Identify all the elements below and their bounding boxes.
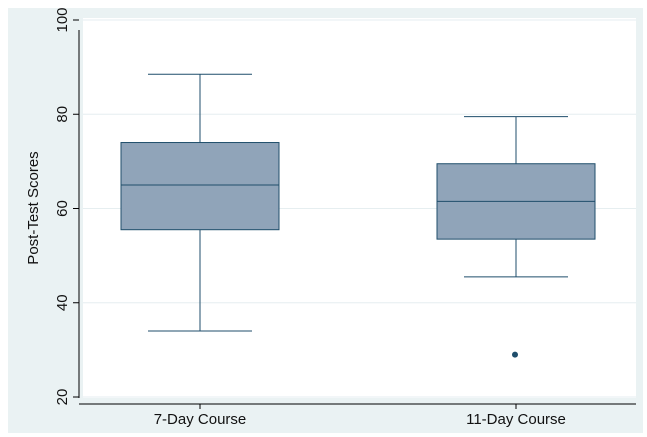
- x-category-label-1: 11-Day Course: [466, 411, 566, 428]
- y-tick-label-80: 80: [54, 106, 71, 123]
- y-tick-label-40: 40: [54, 294, 71, 311]
- x-category-label-0: 7-Day Course: [154, 411, 247, 428]
- y-tick-label-60: 60: [54, 200, 71, 217]
- y-tick-label-100: 100: [54, 7, 71, 32]
- box-0: [120, 142, 280, 231]
- y-tick-label-20: 20: [54, 389, 71, 406]
- y-axis-title: Post-Test Scores: [25, 151, 42, 264]
- outlier-point-1-0: [512, 351, 518, 358]
